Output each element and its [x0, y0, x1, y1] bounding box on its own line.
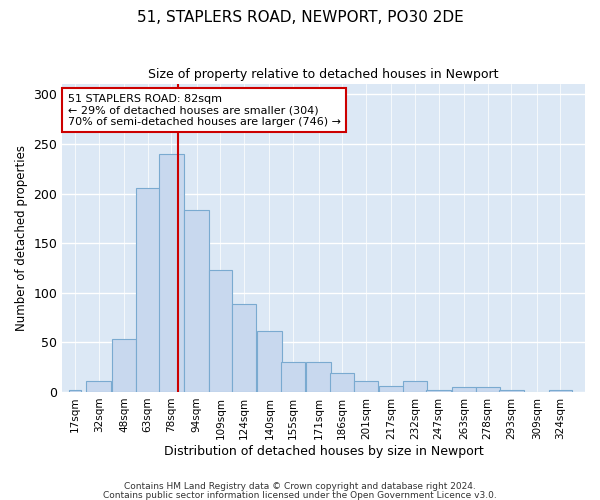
X-axis label: Distribution of detached houses by size in Newport: Distribution of detached houses by size …	[164, 444, 484, 458]
Bar	[379, 386, 404, 392]
Text: 51, STAPLERS ROAD, NEWPORT, PO30 2DE: 51, STAPLERS ROAD, NEWPORT, PO30 2DE	[137, 10, 463, 25]
Bar	[69, 390, 81, 392]
Bar	[257, 332, 282, 392]
Bar	[353, 381, 378, 392]
Title: Size of property relative to detached houses in Newport: Size of property relative to detached ho…	[148, 68, 499, 80]
Bar	[209, 270, 232, 392]
Bar	[331, 373, 354, 392]
Bar	[499, 390, 524, 392]
Y-axis label: Number of detached properties: Number of detached properties	[15, 145, 28, 331]
Bar	[403, 381, 427, 392]
Bar	[232, 304, 256, 392]
Bar	[136, 188, 160, 392]
Bar	[452, 387, 476, 392]
Bar	[86, 381, 111, 392]
Bar	[281, 362, 305, 392]
Bar	[427, 390, 451, 392]
Bar	[112, 340, 136, 392]
Bar	[159, 154, 184, 392]
Text: Contains HM Land Registry data © Crown copyright and database right 2024.: Contains HM Land Registry data © Crown c…	[124, 482, 476, 491]
Text: 51 STAPLERS ROAD: 82sqm
← 29% of detached houses are smaller (304)
70% of semi-d: 51 STAPLERS ROAD: 82sqm ← 29% of detache…	[68, 94, 341, 127]
Bar	[184, 210, 209, 392]
Text: Contains public sector information licensed under the Open Government Licence v3: Contains public sector information licen…	[103, 490, 497, 500]
Bar	[306, 362, 331, 392]
Bar	[476, 387, 500, 392]
Bar	[548, 390, 572, 392]
